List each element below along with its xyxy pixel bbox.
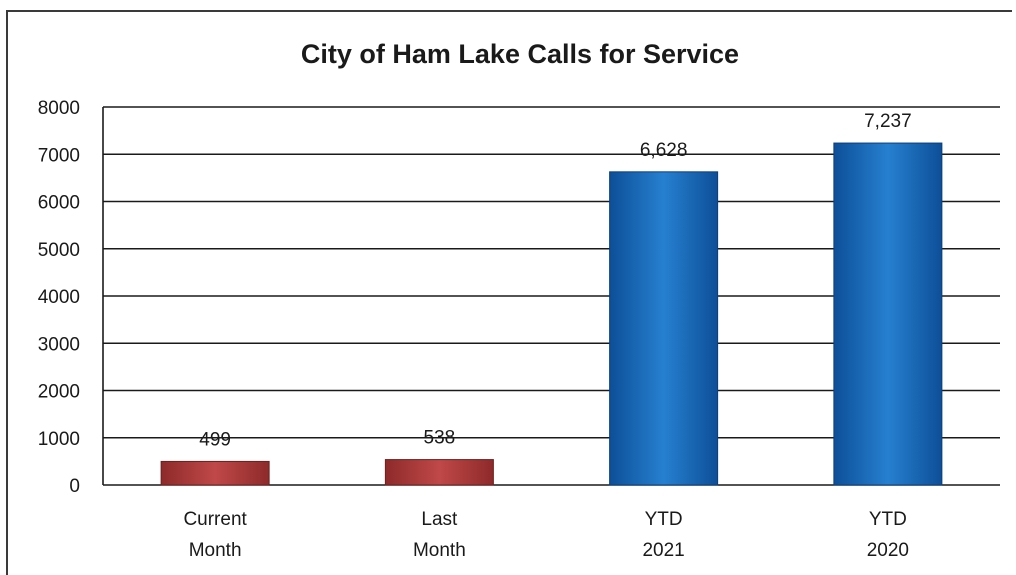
bar	[384, 459, 494, 486]
y-tick-label: 5000	[38, 240, 80, 261]
bar-value-label: 6,628	[640, 140, 688, 161]
y-tick-label: 2000	[38, 382, 80, 403]
x-tick-label: Last Month	[413, 509, 466, 561]
frame-top-border	[6, 10, 1012, 12]
x-tick-label: Current Month	[183, 509, 247, 561]
y-tick-label: 6000	[38, 193, 80, 214]
bar-value-label: 7,237	[864, 111, 912, 132]
y-tick-label: 8000	[38, 98, 80, 119]
x-tick-label: YTD 2021	[642, 509, 684, 561]
bar-value-label: 538	[424, 428, 456, 449]
y-tick-label: 0	[69, 476, 80, 497]
x-tick-label: YTD 2020	[867, 509, 909, 561]
bar	[609, 171, 719, 486]
y-tick-label: 1000	[38, 429, 80, 450]
y-tick-label: 4000	[38, 287, 80, 308]
frame-left-border	[6, 10, 8, 575]
chart-title: City of Ham Lake Calls for Service	[301, 39, 739, 69]
y-tick-label: 7000	[38, 145, 80, 166]
bar-value-label: 499	[199, 429, 231, 450]
y-tick-label: 3000	[38, 334, 80, 355]
bar	[833, 142, 943, 486]
bar	[160, 460, 270, 486]
